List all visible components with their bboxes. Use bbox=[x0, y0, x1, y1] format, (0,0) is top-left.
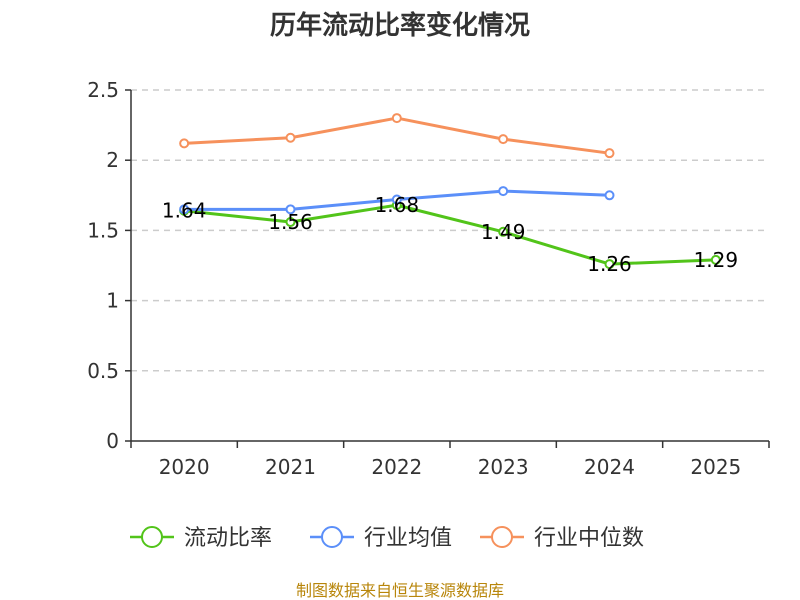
data-point[interactable] bbox=[498, 226, 509, 237]
legend-marker-icon bbox=[141, 526, 163, 548]
legend-item[interactable]: 行业均值 bbox=[310, 526, 452, 551]
legend-item[interactable]: 流动比率 bbox=[130, 526, 272, 551]
data-label: 1.64 bbox=[162, 199, 207, 223]
data-point[interactable] bbox=[285, 204, 296, 215]
grid-lines bbox=[131, 89, 769, 372]
legend-marker-icon bbox=[491, 526, 513, 548]
data-label: 1.29 bbox=[694, 248, 739, 272]
data-point[interactable] bbox=[391, 113, 402, 124]
data-labels: 1.64 1.56 1.68 1.49 1.26 1.29 bbox=[162, 193, 738, 276]
x-tick-label: 2025 bbox=[690, 455, 741, 479]
y-tick-label: 2 bbox=[106, 148, 119, 172]
y-tick-label: 1 bbox=[106, 289, 119, 313]
data-point[interactable] bbox=[498, 186, 509, 197]
data-label: 1.68 bbox=[375, 193, 420, 217]
data-point[interactable] bbox=[179, 138, 190, 149]
data-label: 1.26 bbox=[587, 252, 632, 276]
x-tick-label: 2024 bbox=[584, 455, 635, 479]
x-tick-label: 2023 bbox=[478, 455, 529, 479]
data-point[interactable] bbox=[604, 190, 615, 201]
data-point[interactable] bbox=[285, 132, 296, 143]
series-group bbox=[179, 113, 721, 270]
series-line bbox=[184, 203, 716, 266]
data-point[interactable] bbox=[604, 148, 615, 159]
source-note: 制图数据来自恒生聚源数据库 bbox=[296, 581, 504, 600]
data-point[interactable] bbox=[498, 134, 509, 145]
legend[interactable]: 流动比率 行业均值 行业中位数 bbox=[130, 526, 644, 551]
legend-label: 行业均值 bbox=[364, 526, 452, 551]
data-label: 1.49 bbox=[481, 220, 526, 244]
x-tick-label: 2021 bbox=[265, 455, 316, 479]
y-tick-label: 1.5 bbox=[87, 218, 119, 242]
y-tick-label: 0.5 bbox=[87, 359, 119, 383]
data-point[interactable] bbox=[391, 194, 402, 205]
axes: 0 0.5 1 1.5 2 2.5 2020 2021 2022 2023 2024 2025 bbox=[87, 78, 770, 479]
legend-marker-icon bbox=[321, 526, 343, 548]
x-tick-label: 2022 bbox=[371, 455, 422, 479]
data-point[interactable] bbox=[285, 216, 296, 227]
data-point[interactable] bbox=[604, 259, 615, 270]
legend-label: 行业中位数 bbox=[534, 526, 644, 551]
legend-item[interactable]: 行业中位数 bbox=[480, 526, 644, 551]
data-point[interactable] bbox=[710, 254, 721, 265]
x-tick-label: 2020 bbox=[159, 455, 210, 479]
chart-title: 历年流动比率变化情况 bbox=[270, 10, 530, 41]
data-label: 1.56 bbox=[268, 210, 313, 234]
y-tick-label: 0 bbox=[106, 429, 119, 453]
y-tick-label: 2.5 bbox=[87, 78, 119, 102]
legend-label: 流动比率 bbox=[184, 526, 272, 551]
series-line bbox=[184, 116, 610, 155]
data-point[interactable] bbox=[179, 204, 190, 215]
